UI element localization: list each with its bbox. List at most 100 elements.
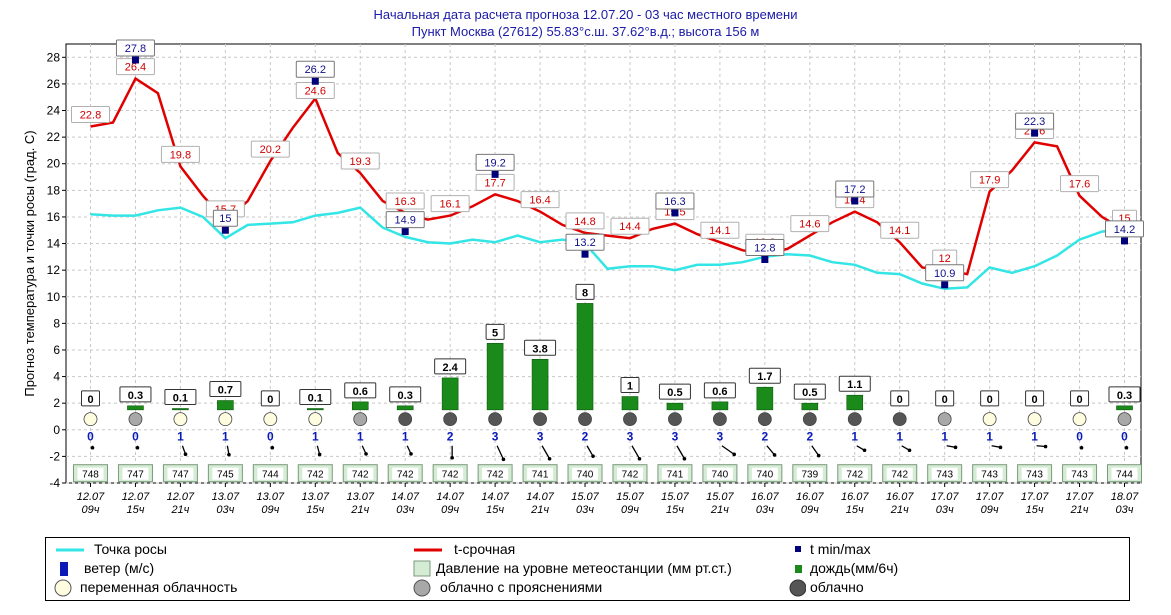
x-tick-date: 16.07 [841,491,869,503]
pressure-label: 743 [1071,470,1088,481]
pressure-box-inner [976,467,1003,480]
wind-arrow-head [1124,445,1129,450]
x-tick-date: 12.07 [122,491,150,503]
x-tick-hour: 15ч [306,504,324,516]
rain-bar [172,408,189,411]
minmax-marker [581,250,589,258]
pressure-label: 748 [82,470,99,481]
x-tick-date: 15.07 [571,491,599,503]
pressure-box-inner [886,467,913,480]
minmax-label: 10.9 [934,268,955,280]
rain-label-box [838,375,871,392]
pressure-label: 740 [712,470,729,481]
minmax-marker [1121,237,1128,245]
rain-label-box [434,358,467,375]
temp-label: 14.4 [619,221,640,233]
pressure-box-inner [1111,467,1138,480]
minmax-label: 26.2 [305,64,326,76]
y-tick-label: 6 [53,343,60,357]
pressure-box-inner [437,467,464,480]
x-tick-date: 14.07 [526,491,554,503]
x-tick-date: 14.07 [391,491,419,503]
pressure-box-inner [212,467,239,480]
wind-arrow-head [732,452,736,457]
minmax-square-icon [795,546,801,552]
temp-label: 26.4 [125,62,146,74]
rain-label: 0 [897,394,903,406]
wind-speed-label: 1 [941,429,948,443]
wind-speed-label: 2 [762,429,769,443]
cloud-overcast-icon [789,579,806,597]
wind-speed-label: 3 [672,429,679,443]
y-tick-label: 24 [47,104,61,118]
wind-speed-label: 1 [1031,429,1038,443]
rain-label-box [81,390,100,407]
wind-speed-label: 1 [986,429,993,443]
wind-arrow-head [90,445,95,450]
rain-label-box [935,390,955,407]
pressure-box-inner [661,467,688,480]
temp-label-box [610,217,650,235]
minmax-label-box [115,39,155,57]
wind-arrow [586,445,594,457]
rain-label: 0 [1076,394,1082,406]
pressure-label: 744 [262,470,279,481]
wind-arrow-head [907,448,912,453]
temp-label: 14.1 [889,225,910,237]
minmax-label-box [565,233,605,251]
pressure-label: 741 [532,470,549,481]
x-tick-date: 17.07 [931,491,959,503]
legend-label-dew: Точка росы [94,541,167,557]
legend-label-pressure: Давление на уровне метеостанции (мм рт.с… [436,560,732,576]
rain-label: 0.3 [398,390,413,402]
wind-bar-icon [60,562,68,576]
temp-label-box [385,192,425,210]
minmax-label: 17.2 [844,184,865,196]
rain-label: 0 [87,394,93,406]
y-tick-label: 2 [53,396,60,410]
rain-label-box [260,390,280,407]
x-tick-date: 13.07 [212,491,240,503]
temp-line-icon [414,548,442,552]
wind-arrow-head [637,456,642,461]
minmax-label-box [925,264,965,282]
legend-label-cloud-partly: облачно с прояснениями [440,579,603,595]
pressure-box-inner [257,467,284,480]
y-tick-label: 8 [53,316,60,330]
legend-label-cloud-overcast: облачно [810,579,864,595]
rain-label: 0.6 [712,386,727,398]
wind-arrow-head [1079,445,1084,450]
rain-label: 0.7 [218,385,233,397]
x-tick-hour: 03ч [1116,504,1134,516]
x-tick-date: 16.07 [796,491,824,503]
pressure-label: 740 [577,470,594,481]
rain-bar [1116,405,1133,411]
wind-arrow [631,445,641,460]
rain-label-box [748,367,781,384]
rain-label-box [344,382,377,399]
rain-label-box [119,386,152,403]
wind-arrow-head [772,453,777,457]
pressure-box-icon [413,560,431,577]
minmax-label-box [385,211,425,229]
rain-label-box [485,323,505,340]
wind-speed-label: 2 [447,429,454,443]
minmax-label-box [745,239,785,257]
pressure-box-inner [931,467,958,480]
x-tick-hour: 03ч [936,504,954,516]
temp-label: 17.9 [979,175,1000,187]
x-tick-hour: 21ч [350,504,369,516]
minmax-label-box [1105,220,1144,238]
x-tick-hour: 09ч [441,504,459,516]
temp-label: 14.6 [799,219,820,231]
wind-arrow-head [409,452,413,456]
minmax-marker [221,226,229,234]
legend-label-cloud-variable: переменная облачность [80,579,238,595]
pressure-box-inner [796,467,823,480]
wind-arrow-head [450,455,454,460]
rain-label: 0 [942,394,948,406]
legend: Точка росы t-срочная t min/max ветер (м/… [45,537,1130,601]
temp-label: 24.6 [305,86,326,98]
x-tick-date: 14.07 [436,491,464,503]
pressure-label: 741 [667,470,684,481]
